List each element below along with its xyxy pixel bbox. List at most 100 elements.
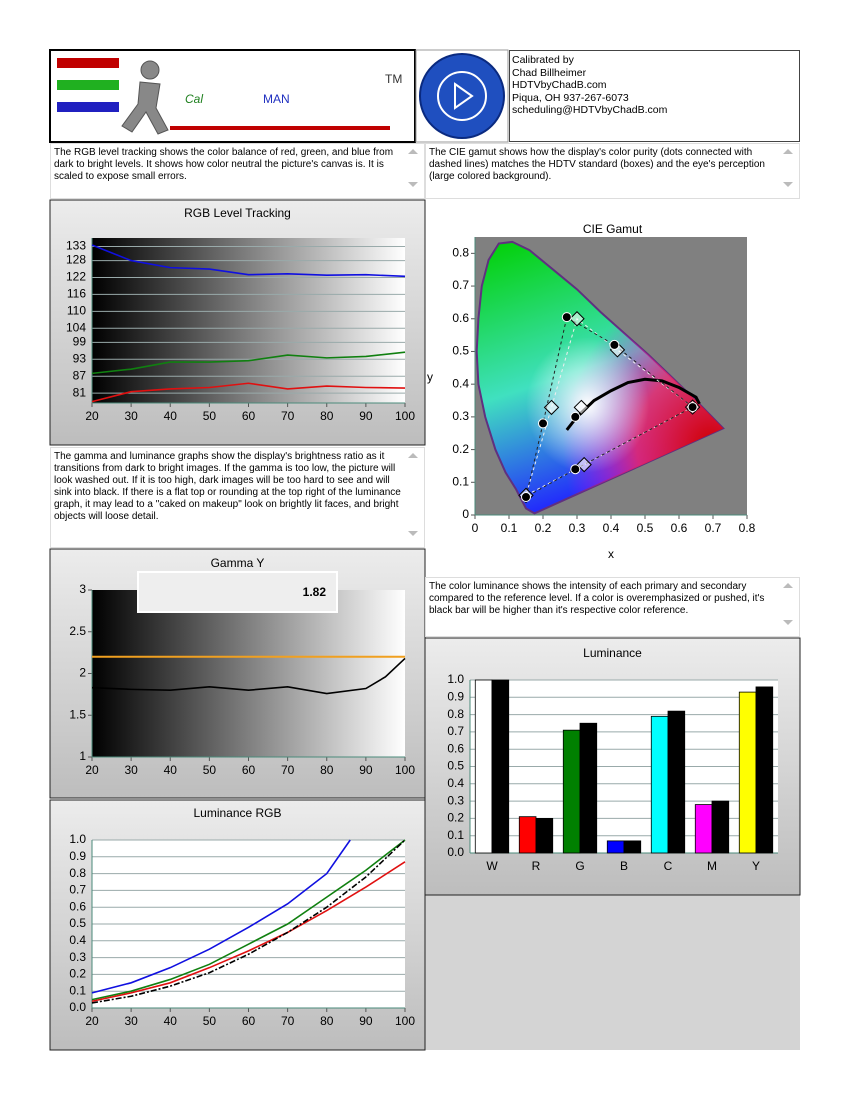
value-display	[137, 571, 338, 613]
data-line	[91, 244, 406, 278]
x-tick-label: M	[707, 859, 717, 873]
chart-title: CIE Gamut	[583, 222, 643, 236]
cal-line: HDTVbyChadB.com	[512, 79, 607, 91]
play-icon	[454, 82, 474, 110]
bar	[491, 679, 510, 854]
chart-title: Luminance	[583, 646, 642, 660]
chart-title: RGB Level Tracking	[184, 206, 291, 220]
calibrated-by: Calibrated by Chad Billheimer HDTVbyChad…	[509, 50, 800, 142]
y-tick-label: 0.0	[447, 845, 464, 859]
y-tick-label: 0.4	[452, 376, 469, 390]
x-tick-label: 0.6	[671, 521, 688, 535]
y-tick-label: 0.2	[452, 442, 469, 456]
y-tick-label: 0.4	[447, 776, 464, 790]
y-tick-label: 128	[66, 253, 86, 267]
chart-title: Luminance RGB	[193, 806, 281, 820]
y-axis-label: y	[427, 370, 433, 384]
plot-area	[92, 590, 405, 757]
x-tick-label: 0.4	[603, 521, 620, 535]
y-tick-label: 0.8	[447, 707, 464, 721]
y-tick-label: 0.8	[452, 246, 469, 260]
y-tick-label: 104	[66, 320, 86, 334]
x-tick-label: 0.8	[739, 521, 756, 535]
chart-title: Gamma Y	[211, 556, 265, 570]
target-point	[573, 399, 590, 416]
y-tick-label: 0.1	[69, 983, 86, 997]
target-point	[543, 399, 560, 416]
x-tick-label: 70	[281, 1014, 295, 1028]
bar	[579, 722, 598, 854]
y-tick-label: 0.6	[452, 311, 469, 325]
y-tick-label: 0.2	[447, 811, 464, 825]
x-tick-label: 80	[320, 409, 334, 423]
y-tick-label: 0.4	[69, 933, 86, 947]
x-tick-label: 0.3	[569, 521, 586, 535]
measured-point	[609, 339, 620, 350]
play-ring	[437, 71, 487, 121]
y-tick-label: 0.1	[452, 474, 469, 488]
x-tick-label: 20	[85, 1014, 99, 1028]
x-tick-label: 0	[472, 521, 479, 535]
y-tick-label: 0	[462, 507, 469, 521]
bar	[606, 840, 625, 854]
measured-point	[687, 402, 698, 413]
x-tick-label: B	[620, 859, 628, 873]
current-value: 1.82	[303, 585, 327, 599]
y-tick-label: 99	[73, 335, 87, 349]
x-tick-label: 70	[281, 763, 295, 777]
x-axis-label: x	[608, 547, 614, 561]
y-tick-label: 0.3	[69, 950, 86, 964]
y-tick-label: 2	[79, 666, 86, 680]
description: The color luminance shows the intensity …	[425, 577, 800, 637]
y-tick-label: 0.5	[452, 344, 469, 358]
x-tick-label: R	[532, 859, 541, 873]
x-tick-label: 50	[203, 1014, 217, 1028]
chart: Luminance 0.0 0.1 0.2 0.3 0.4 0.5 0.6 0.7 0.8 0.9 1…	[424, 637, 801, 896]
description: The RGB level tracking shows the color b…	[50, 143, 425, 199]
y-tick-label: 122	[66, 270, 86, 284]
y-tick-label: 0.7	[447, 724, 464, 738]
bar	[650, 715, 669, 854]
measured-point	[538, 418, 548, 429]
x-tick-label: C	[664, 859, 673, 873]
y-tick-label: 0.1	[447, 828, 464, 842]
y-tick-label: 0.6	[69, 899, 86, 913]
x-tick-label: 40	[164, 763, 178, 777]
y-tick-label: 0.6	[447, 741, 464, 755]
logo-bar	[57, 102, 119, 112]
x-tick-label: 100	[395, 763, 415, 777]
x-tick-label: 60	[242, 409, 256, 423]
logo: Cal MAN TM	[49, 49, 416, 143]
measured-point	[570, 464, 581, 475]
x-tick-label: 30	[124, 409, 138, 423]
measured-point	[570, 411, 581, 422]
x-tick-label: 60	[242, 1014, 256, 1028]
measured-point	[521, 492, 531, 503]
data-line	[91, 839, 406, 1001]
play-button[interactable]	[419, 53, 505, 139]
y-tick-label: 1.5	[69, 707, 86, 721]
description: The CIE gamut shows how the display's co…	[425, 143, 800, 199]
data-line	[91, 382, 406, 403]
y-tick-label: 0.7	[452, 278, 469, 292]
y-tick-label: 1.0	[447, 672, 464, 686]
y-tick-label: 2.5	[69, 624, 86, 638]
data-line	[91, 861, 406, 1003]
bar	[738, 691, 757, 854]
logo-bar	[57, 58, 119, 68]
x-tick-label: 0.5	[637, 521, 654, 535]
x-tick-label: 50	[203, 763, 217, 777]
x-tick-label: 40	[164, 409, 178, 423]
logo-underline	[170, 126, 390, 130]
y-tick-label: 0.9	[69, 849, 86, 863]
x-tick-label: 50	[203, 409, 217, 423]
x-tick-label: Y	[752, 859, 760, 873]
y-tick-label: 81	[73, 385, 87, 399]
bar	[518, 816, 537, 854]
measured-point	[561, 312, 572, 323]
bar	[694, 804, 713, 854]
filler-panel	[425, 895, 800, 1050]
bar	[535, 818, 554, 854]
